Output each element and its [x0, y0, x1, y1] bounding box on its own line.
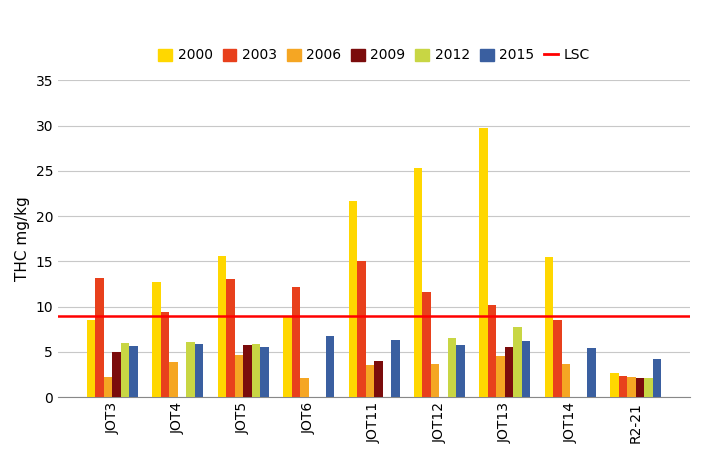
- Bar: [627, 377, 636, 397]
- Bar: [448, 338, 456, 397]
- Bar: [611, 373, 619, 397]
- Bar: [129, 346, 137, 397]
- Bar: [121, 343, 129, 397]
- Bar: [522, 341, 530, 397]
- Bar: [505, 347, 513, 397]
- Bar: [195, 344, 203, 397]
- Bar: [562, 364, 570, 397]
- Bar: [653, 359, 661, 397]
- Bar: [186, 342, 195, 397]
- Bar: [169, 362, 178, 397]
- Bar: [226, 279, 235, 397]
- Bar: [112, 352, 121, 397]
- Bar: [161, 312, 169, 397]
- Bar: [513, 327, 522, 397]
- Bar: [152, 282, 161, 397]
- Bar: [644, 378, 653, 397]
- Bar: [374, 361, 383, 397]
- Bar: [348, 201, 357, 397]
- Bar: [292, 287, 300, 397]
- Bar: [414, 168, 422, 397]
- Bar: [479, 128, 488, 397]
- Bar: [636, 378, 644, 397]
- Bar: [357, 262, 365, 397]
- Bar: [365, 365, 374, 397]
- Bar: [488, 305, 496, 397]
- Bar: [326, 336, 334, 397]
- Bar: [260, 347, 269, 397]
- Bar: [243, 345, 252, 397]
- Bar: [235, 355, 243, 397]
- Bar: [553, 320, 562, 397]
- Bar: [87, 320, 95, 397]
- Bar: [104, 377, 112, 397]
- Legend: 2000, 2003, 2006, 2009, 2012, 2015, LSC: 2000, 2003, 2006, 2009, 2012, 2015, LSC: [153, 43, 595, 68]
- Bar: [300, 378, 309, 397]
- Bar: [431, 364, 439, 397]
- Bar: [545, 257, 553, 397]
- Bar: [456, 345, 465, 397]
- Bar: [391, 340, 400, 397]
- Bar: [252, 344, 260, 397]
- Y-axis label: THC mg/kg: THC mg/kg: [15, 196, 30, 281]
- Bar: [422, 292, 431, 397]
- Bar: [496, 356, 505, 397]
- Bar: [283, 317, 292, 397]
- Bar: [95, 278, 104, 397]
- Bar: [218, 256, 226, 397]
- Bar: [587, 348, 596, 397]
- Bar: [619, 376, 627, 397]
